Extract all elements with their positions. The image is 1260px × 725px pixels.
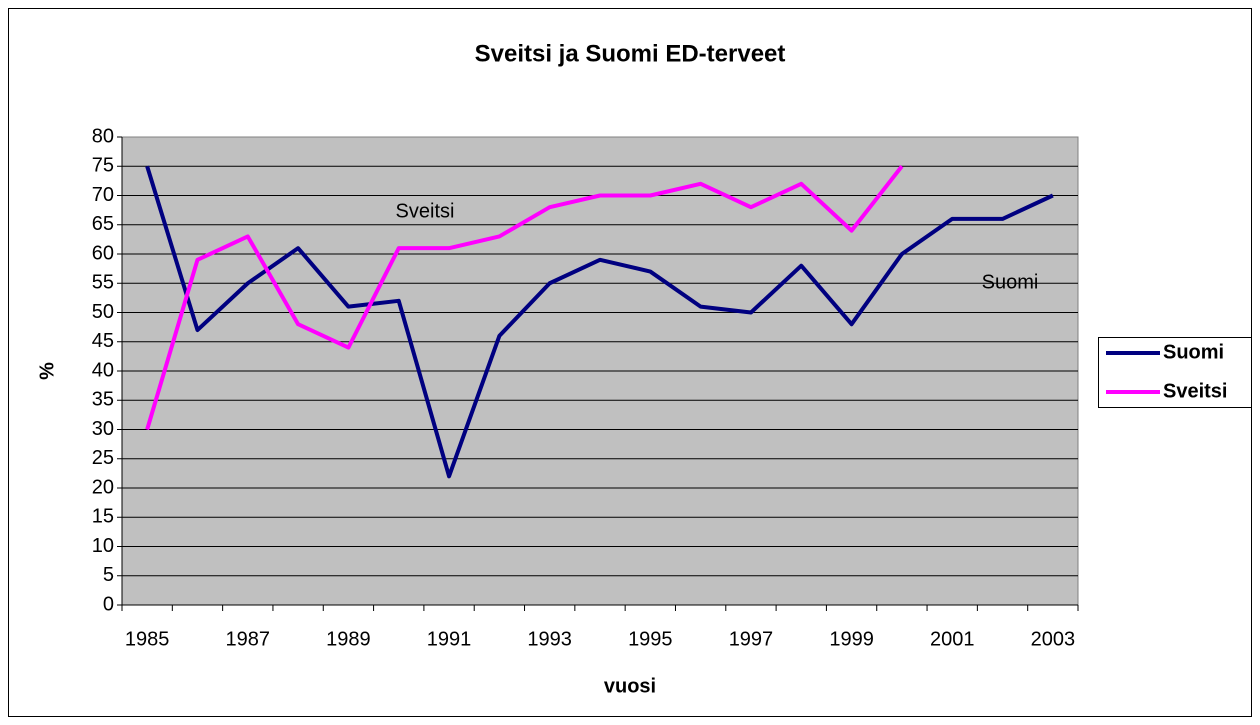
y-tick-label: 25 — [92, 447, 114, 469]
y-tick-label: 65 — [92, 213, 114, 235]
y-tick-label: 5 — [103, 564, 114, 586]
y-tick-label: 10 — [92, 535, 114, 557]
x-tick-label: 1991 — [427, 628, 472, 650]
y-tick-label: 0 — [103, 593, 114, 615]
y-axis-label: % — [36, 362, 58, 380]
y-tick-label: 20 — [92, 476, 114, 498]
chart-title: Sveitsi ja Suomi ED-terveet — [475, 40, 786, 67]
y-tick-label: 80 — [92, 125, 114, 147]
y-tick-label: 15 — [92, 506, 114, 528]
legend-label: Suomi — [1163, 341, 1224, 363]
y-tick-label: 75 — [92, 155, 114, 177]
y-tick-label: 30 — [92, 418, 114, 440]
y-tick-label: 55 — [92, 272, 114, 294]
x-axis-label: vuosi — [604, 675, 656, 697]
x-tick-label: 2003 — [1031, 628, 1076, 650]
x-tick-label: 1987 — [226, 628, 271, 650]
y-tick-label: 35 — [92, 389, 114, 411]
legend-label: Sveitsi — [1163, 380, 1227, 402]
y-tick-label: 60 — [92, 242, 114, 264]
legend — [1098, 337, 1252, 408]
y-tick-label: 50 — [92, 301, 114, 323]
x-tick-label: 1993 — [527, 628, 572, 650]
x-tick-label: 1999 — [829, 628, 874, 650]
series-line — [145, 165, 1054, 479]
y-tick-label: 45 — [92, 330, 114, 352]
annotation: Suomi — [982, 271, 1039, 293]
x-tick-label: 2001 — [930, 628, 975, 650]
y-tick-label: 70 — [92, 184, 114, 206]
annotation: Sveitsi — [396, 200, 455, 222]
x-tick-label: 1985 — [125, 628, 170, 650]
x-tick-label: 1997 — [729, 628, 774, 650]
x-tick-label: 1989 — [326, 628, 371, 650]
y-tick-label: 40 — [92, 359, 114, 381]
series-line — [145, 165, 904, 431]
x-tick-label: 1995 — [628, 628, 673, 650]
